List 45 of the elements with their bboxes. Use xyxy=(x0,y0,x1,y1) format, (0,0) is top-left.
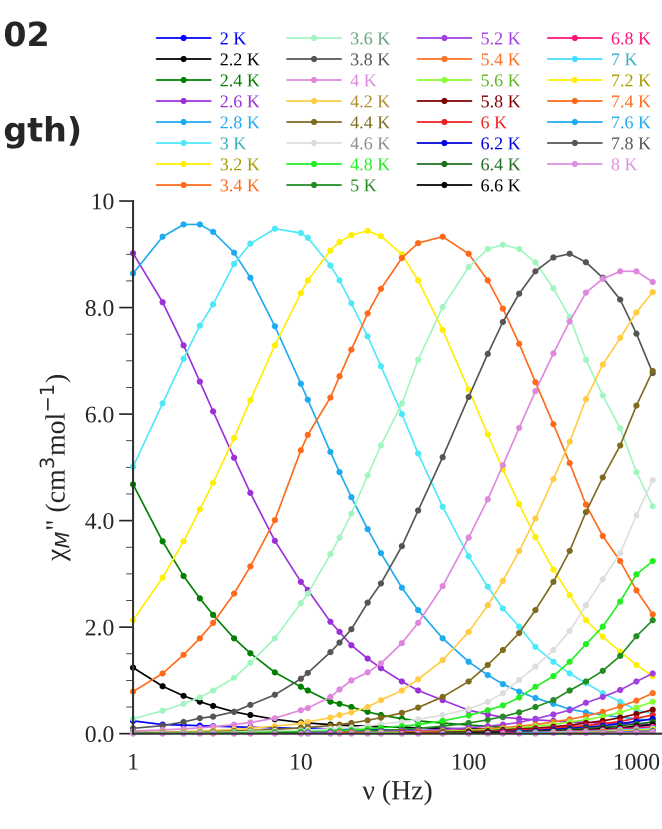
x-tick-label: 100 xyxy=(453,754,486,770)
y-axis-title: χ$_{M}$" (cm$^{3}$mol$^{−1}$) xyxy=(40,375,70,561)
legend-label: 7 K xyxy=(612,53,638,66)
legend-label: 8 K xyxy=(612,158,638,170)
legend-label: 3.4 K xyxy=(220,179,260,192)
legend-label: 6.4 K xyxy=(481,158,520,171)
legend-label: 4.8 K xyxy=(350,158,390,171)
legend-label: 5.8 K xyxy=(482,95,520,108)
legend-label: 2 K xyxy=(220,32,246,44)
legend-label: 2.6 K xyxy=(220,95,260,108)
legend-label: 5.6 K xyxy=(482,74,520,87)
legend-label: 2.8 K xyxy=(220,116,260,129)
legend-label: 6.8 K xyxy=(612,32,651,45)
legend-label: 4.6 K xyxy=(350,137,390,150)
legend-label: 4.4 K xyxy=(350,116,390,129)
x-axis-title: ν (Hz) xyxy=(362,780,432,806)
legend-label: 4 K xyxy=(350,74,377,86)
legend-label: 6.6 K xyxy=(481,179,520,192)
y-tick-label: 10 xyxy=(92,194,114,210)
legend-label: 2.2 K xyxy=(220,53,260,66)
text: 02 xyxy=(4,21,47,47)
text: gth) xyxy=(4,116,80,149)
x-tick-label: 10 xyxy=(291,754,312,770)
legend-label: 3.8 K xyxy=(351,53,390,66)
y-tick-label: 6.0 xyxy=(86,406,114,423)
legend-label: 4.2 K xyxy=(350,95,390,108)
legend-label: 2.4 K xyxy=(220,74,260,87)
legend-label: 3 K xyxy=(220,137,246,150)
y-tick-label: 0.0 xyxy=(86,726,114,742)
legend-label: 5 K xyxy=(351,179,377,192)
legend-label: 7.6 K xyxy=(612,116,651,129)
x-tick-label: 1000 xyxy=(614,754,660,770)
legend-label: 6 K xyxy=(481,116,507,128)
legend-label: 5.2 K xyxy=(482,32,520,45)
legend-label: 3.2 K xyxy=(220,158,260,171)
y-tick-label: 4.0 xyxy=(85,513,114,530)
x-tick-label: 1 xyxy=(129,754,138,770)
legend-label: 7.2 K xyxy=(612,74,651,87)
legend-label: 6.2 K xyxy=(481,137,520,150)
legend-label: 3.6 K xyxy=(351,32,390,45)
y-tick-label: 2.0 xyxy=(86,620,114,636)
legend-label: 7.8 K xyxy=(612,137,651,150)
legend-label: 7.4 K xyxy=(612,95,651,108)
y-tick-label: 8.0 xyxy=(86,300,114,316)
legend-label: 5.4 K xyxy=(482,53,520,66)
